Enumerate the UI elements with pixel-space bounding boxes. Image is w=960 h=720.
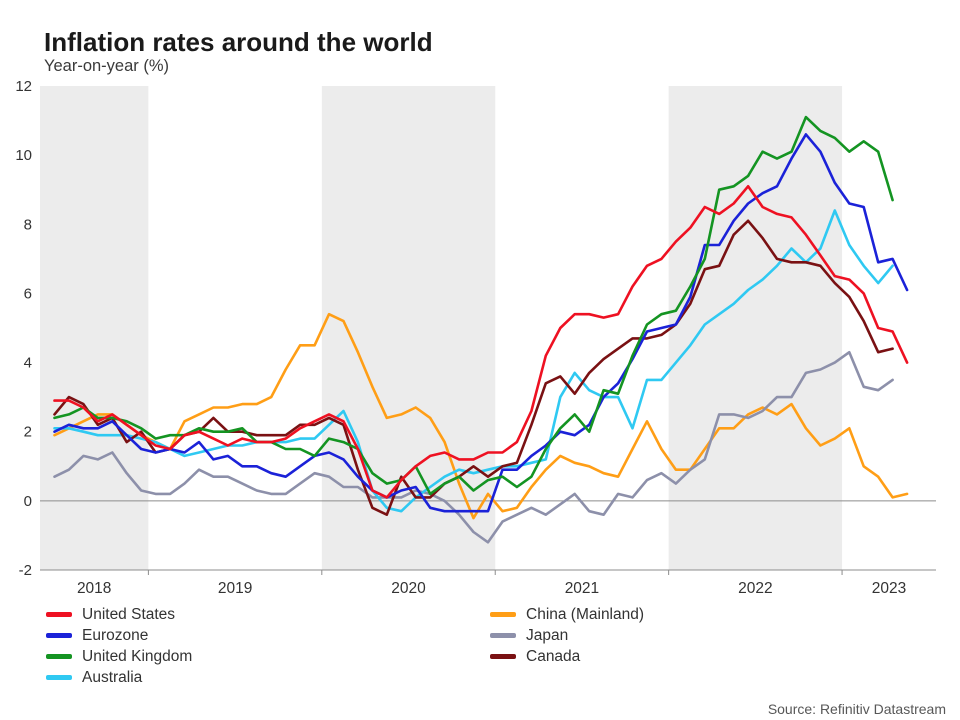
y-axis-tick-label: 2 xyxy=(24,424,32,441)
legend-column: United States Eurozone United Kingdom Austr… xyxy=(46,606,490,686)
series-line-united-states xyxy=(53,185,909,499)
series-line-japan xyxy=(53,350,894,544)
series-line-australia xyxy=(53,209,894,513)
legend-column: China (Mainland) Japan Canada xyxy=(490,606,644,686)
y-axis-tick-label: 6 xyxy=(24,285,32,302)
y-axis-tick-label: 0 xyxy=(24,493,32,510)
y-axis-tick-label: 8 xyxy=(24,216,32,233)
y-axis-tick-label: 10 xyxy=(15,147,32,164)
legend-color-swatch xyxy=(46,654,72,659)
year-shading-band xyxy=(668,86,843,570)
x-axis-tick-label: 2022 xyxy=(738,580,772,597)
line-chart-plot-area: -2 0 2 4 6 8 10 12 2018 2019 2020 2021 2022 2023 xyxy=(15,78,936,597)
legend-color-swatch xyxy=(46,612,72,617)
chart-subtitle: Year-on-year (%) xyxy=(44,57,170,75)
legend-label: Japan xyxy=(526,626,569,644)
chart-canvas: -2 0 2 4 6 8 10 12 2018 2019 2020 2021 2022 2023 xyxy=(15,78,936,597)
legend-item: United States xyxy=(46,606,490,623)
legend-label: United States xyxy=(82,605,176,623)
source-attribution: Source: Refinitiv Datastream xyxy=(767,701,946,717)
legend-color-swatch xyxy=(46,633,72,638)
legend-item: United Kingdom xyxy=(46,648,490,665)
legend-label: Australia xyxy=(82,668,143,686)
legend-item: Japan xyxy=(490,627,644,644)
x-axis-tick-label: 2018 xyxy=(77,580,111,597)
year-shading-band xyxy=(40,86,149,570)
legend-item: Canada xyxy=(490,648,644,665)
x-axis-tick-label: 2020 xyxy=(391,580,426,597)
legend-item: China (Mainland) xyxy=(490,606,644,623)
x-axis-tick-label: 2023 xyxy=(872,580,906,597)
chart-title: Inflation rates around the world xyxy=(44,27,433,58)
legend-label: United Kingdom xyxy=(82,647,193,665)
legend-color-swatch xyxy=(490,633,516,638)
x-axis-tick-label: 2019 xyxy=(218,580,252,597)
x-axis-tick-label: 2021 xyxy=(565,580,599,597)
y-axis-tick-label: -2 xyxy=(19,562,32,579)
legend-label: Eurozone xyxy=(82,626,149,644)
legend-item: Australia xyxy=(46,669,490,686)
y-axis-tick-label: 4 xyxy=(24,355,32,372)
legend-label: China (Mainland) xyxy=(526,605,645,623)
legend-label: Canada xyxy=(526,647,581,665)
chart-legend: United States Eurozone United Kingdom Austr… xyxy=(46,606,644,686)
legend-item: Eurozone xyxy=(46,627,490,644)
series-line-eurozone xyxy=(53,133,909,513)
legend-color-swatch xyxy=(490,612,516,617)
y-axis-tick-label: 12 xyxy=(15,78,32,95)
legend-color-swatch xyxy=(46,675,72,680)
series-line-united-kingdom xyxy=(53,115,894,496)
legend-color-swatch xyxy=(490,654,516,659)
